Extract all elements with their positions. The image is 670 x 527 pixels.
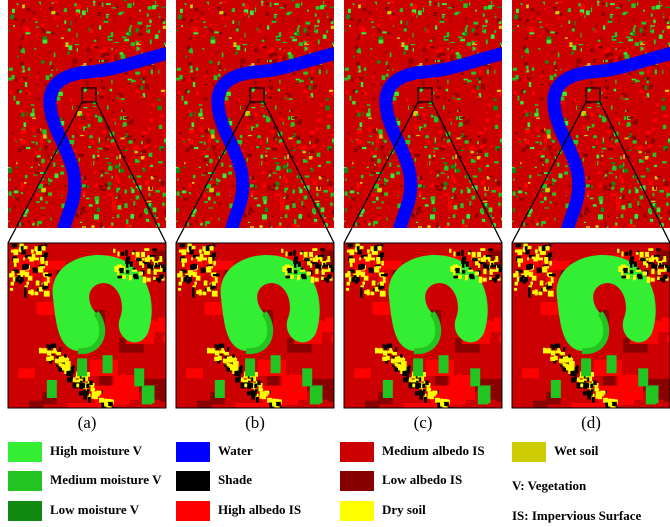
legend-swatch [8,501,42,521]
legend-label: Wet soil [554,443,599,458]
legend-swatch [176,471,210,491]
legend-label: Water [218,443,253,458]
legend-label: High albedo IS [218,502,301,517]
legend-swatch [176,501,210,521]
zoom-map [344,243,523,424]
legend-label: High moisture V [50,443,143,458]
zoom-map [512,243,670,424]
zoom-map [176,243,355,424]
figure: (a) (b) (c) (d) High moisture V Medium moist… [0,0,670,527]
legend-note: V: Vegetation [512,478,587,493]
legend-label: Dry soil [382,502,426,517]
legend-label: Medium albedo IS [382,443,485,458]
legend-label: Low albedo IS [382,472,462,487]
panel-label: (a) [78,413,97,432]
panel-label: (c) [414,413,433,432]
panel-label: (d) [581,413,601,432]
legend-swatch [8,471,42,491]
zoom-map [8,243,187,424]
legend-label: Medium moisture V [50,472,162,487]
panel-label: (b) [245,413,265,432]
legend-swatch [176,442,210,462]
legend-swatch [512,442,546,462]
legend-note: IS: Impervious Surface [512,508,642,523]
legend-swatch [340,471,374,491]
legend-swatch [340,501,374,521]
legend-swatch [340,442,374,462]
legend-swatch [8,442,42,462]
legend-label: Shade [218,472,252,487]
legend-label: Low moisture V [50,502,140,517]
